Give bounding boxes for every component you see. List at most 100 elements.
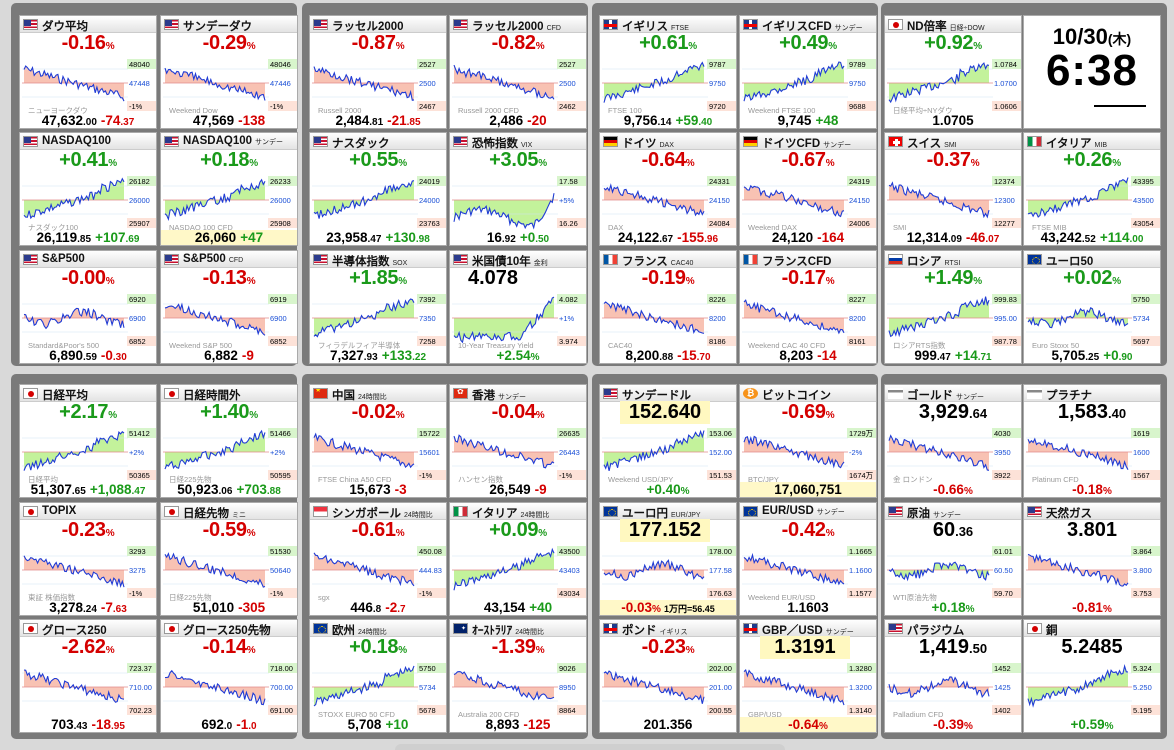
- axis-label-low: 3.974: [559, 337, 578, 346]
- tile-footer: 3,278.24 -7.63: [49, 600, 127, 615]
- axis-label-low: 8186: [709, 337, 726, 346]
- tile-copper[interactable]: 銅 5.2485 5.324 5.250 5.195 +0.59%: [1023, 619, 1161, 733]
- tile-price: 24,122: [617, 230, 660, 245]
- tile-growth250-futures[interactable]: グロース250先物 -0.14% 718.00 700.00 691.00 69…: [160, 619, 298, 733]
- tile-watermark: Palladium CFD: [893, 710, 944, 719]
- tile-change: -0.30: [100, 348, 127, 363]
- tile-percent-change: +2.17%: [59, 401, 117, 423]
- tile-nikkei-offhours[interactable]: 日経時間外 +1.40% 日経225先物 51466 +2% 50595 50,…: [160, 384, 298, 498]
- tile-crude-oil[interactable]: 原油 サンデー 60.36 WTI原油先物 61.01 60.50 59.70 +…: [884, 502, 1022, 616]
- tile-watermark: Platinum CFD: [1032, 475, 1079, 484]
- tile-header: 半導体指数 SOX: [310, 251, 446, 268]
- tile-euro50[interactable]: ユーロ50 +0.02% Euro Stoxx 50 5750 5734 569…: [1023, 250, 1161, 364]
- axis-label-mid: 24150: [709, 196, 730, 205]
- tile-sparkline: FTSE MIB 43395 43500 43054: [1026, 176, 1160, 232]
- tile-bitcoin[interactable]: ビットコイン -0.69% BTC/JPY 1729万 -2% 1674万 17…: [739, 384, 877, 498]
- tile-percent-change: +1.85%: [349, 267, 407, 289]
- tile-singapore[interactable]: シンガポール 24時間比 -0.61% sgx 450.08 444.83 -1%…: [309, 502, 447, 616]
- tile-natural-gas[interactable]: 天然ガス 3.801 3.864 3.800 3.753 -0.81%: [1023, 502, 1161, 616]
- tile-sparkline: Weekend DAX 24319 24150 24006: [742, 176, 876, 232]
- axis-label-low: 1.3140: [849, 706, 872, 715]
- tile-italy-mib[interactable]: イタリア MIB +0.26% FTSE MIB 43395 43500 4305…: [1023, 132, 1161, 246]
- tile-italy-24h[interactable]: イタリア 24時間比 +0.09% 43500 43403 43034 43,15…: [449, 502, 587, 616]
- tile-sunday-dow[interactable]: サンデーダウ -0.29% Weekend Dow 48046 47446 -1…: [160, 15, 298, 129]
- tile-sparkline: 金 ロンドン 4030 3950 3922: [887, 428, 1021, 484]
- tile-header: サンデーダウ: [161, 16, 297, 33]
- tile-footer: 26,549 -9: [450, 482, 586, 497]
- tile-usdjpy-sunday[interactable]: サンデードル 152.640 Weekend USD/JPY 153.06 15…: [599, 384, 737, 498]
- flag-icon: [164, 19, 179, 30]
- tile-vix[interactable]: 恐怖指数 VIX +3.05% 17.58 +5% 16.26 16.92 +0.5…: [449, 132, 587, 246]
- tile-eurjpy[interactable]: ユーロ円 EUR/JPY 177.152 178.00 177.58 176.63…: [599, 502, 737, 616]
- tile-nasdaq100-sunday[interactable]: NASDAQ100 サンデー +0.18% NASDAQ 100 CFD 2623…: [160, 132, 298, 246]
- tile-sparkline: 日経225先物 51530 50640 -1%: [163, 546, 297, 602]
- tile-sparkline: ナスダック100 26182 26000 25907: [22, 176, 156, 232]
- tile-russell2000[interactable]: ラッセル2000 -0.87% Russell 2000 2527 2500 2…: [309, 15, 447, 129]
- axis-label-high: 1.0784: [994, 60, 1017, 69]
- axis-label-mid: 24150: [849, 196, 870, 205]
- tile-germany-dax[interactable]: ドイツ DAX -0.64% DAX 24331 24150 24084 24,1…: [599, 132, 737, 246]
- tile-france-cfd[interactable]: フランスCFD -0.17% Weekend CAC 40 CFD 8227 8…: [739, 250, 877, 364]
- tile-footer: 2,486 -20: [450, 113, 586, 128]
- tile-percent-change: -0.82%: [491, 32, 545, 54]
- tile-price: 15,673: [349, 482, 391, 497]
- tile-eurusd[interactable]: EUR/USD サンデー -0.42% Weekend EUR/USD 1.166…: [739, 502, 877, 616]
- tile-uk-ftse[interactable]: イギリス FTSE +0.61% FTSE 100 9787 9750 9720 …: [599, 15, 737, 129]
- tile-header: 欧州 24時間比: [310, 620, 446, 637]
- tile-watermark: Australia 200 CFD: [458, 710, 520, 719]
- axis-label-mid: 26443: [559, 448, 580, 457]
- tile-dow[interactable]: ダウ平均 -0.16% ニューヨークダウ 48040 47448 -1% 47,…: [19, 15, 157, 129]
- tile-nasdaq[interactable]: ナスダック +0.55% 24019 24000 23763 23,958.47…: [309, 132, 447, 246]
- axis-label-high: 1.3280: [849, 664, 872, 673]
- tile-sp500-cfd[interactable]: S&P500 CFD -0.13% Weekend S&P 500 6919 69…: [160, 250, 298, 364]
- tile-price: 43,242: [1040, 230, 1082, 245]
- tile-name: 日経時間外: [183, 390, 241, 402]
- axis-label-low: 23763: [419, 219, 440, 228]
- tile-growth250[interactable]: グロース250 -2.62% 723.37 710.00 702.23 703.…: [19, 619, 157, 733]
- tile-watermark: ナスダック100: [28, 222, 78, 232]
- axis-label-mid: 43500: [1133, 196, 1154, 205]
- tile-footer: -0.03% 1万円=56.45: [600, 600, 736, 615]
- tile-sox[interactable]: 半導体指数 SOX +1.85% フィラデルフィア半導体 7392 7350 72…: [309, 250, 447, 364]
- tile-us10y[interactable]: 米国債10年 金利 4.078 10-Year Treasury Yield 4.…: [449, 250, 587, 364]
- tile-watermark: Weekend S&P 500: [169, 341, 232, 350]
- tile-percent-change: -0.59%: [202, 519, 256, 541]
- tile-palladium[interactable]: パラジウム 1,419.50 Palladium CFD 1452 1425 1…: [884, 619, 1022, 733]
- tile-footer: +0.59%: [1070, 717, 1114, 732]
- bottom-scrollbar[interactable]: [395, 744, 785, 750]
- tile-gold[interactable]: ゴールド サンデー 3,929.64 金 ロンドン 4030 3950 3922 …: [884, 384, 1022, 498]
- tile-sparkline: Weekend S&P 500 6919 6900 6852: [163, 294, 297, 350]
- axis-label-low: 5.195: [1133, 706, 1152, 715]
- tile-sp500[interactable]: S&P500 -0.00% Standard&Poor's 500 6920 6…: [19, 250, 157, 364]
- tile-russia-rtsi[interactable]: ロシア RTSI +1.49% ロシアRTS指数 999.83 995.00 98…: [884, 250, 1022, 364]
- tile-nikkei-futures[interactable]: 日経先物 ミニ -0.59% 日経225先物 51530 50640 -1% 51…: [160, 502, 298, 616]
- tile-header: イギリスCFD サンデー: [740, 16, 876, 33]
- tile-nikkei[interactable]: 日経平均 +2.17% 日経平均 51412 +2% 50365 51,307.…: [19, 384, 157, 498]
- tile-gbpusd[interactable]: GBP／USD サンデー 1.3191 GBP/USD 1.3280 1.3200…: [739, 619, 877, 733]
- tile-header: EUR/USD サンデー: [740, 503, 876, 520]
- tile-nasdaq100[interactable]: NASDAQ100 +0.41% ナスダック100 26182 26000 25…: [19, 132, 157, 246]
- tile-gbpjpy[interactable]: ポンド イギリス -0.23% 202.00 201.00 200.55 201.…: [599, 619, 737, 733]
- tile-platinum[interactable]: プラチナ 1,583.40 Platinum CFD 1619 1600 156…: [1023, 384, 1161, 498]
- tile-russell2000-cfd[interactable]: ラッセル2000 CFD -0.82% Russell 2000 CFD 2527…: [449, 15, 587, 129]
- axis-label-low: 200.55: [709, 706, 732, 715]
- tile-header: グロース250: [20, 620, 156, 637]
- tile-europe[interactable]: 欧州 24時間比 +0.18% STOXX EURO 50 CFD 5750 57…: [309, 619, 447, 733]
- tile-france-cac40[interactable]: フランス CAC40 -0.19% CAC40 8226 8200 8186 8,…: [599, 250, 737, 364]
- tile-uk-cfd[interactable]: イギリスCFD サンデー +0.49% Weekend FTSE 100 9789…: [739, 15, 877, 129]
- axis-label-mid: 9750: [849, 79, 866, 88]
- tile-sparkline: sgx 450.08 444.83 -1%: [312, 546, 446, 602]
- tile-nd-ratio[interactable]: ND倍率 日経÷DOW +0.92% 日経平均÷NYダウ 1.0784 1.070…: [884, 15, 1022, 129]
- tile-price: 16: [486, 230, 502, 245]
- tile-header: 天然ガス: [1024, 503, 1160, 520]
- tile-watermark: ハンセン指数: [458, 474, 503, 484]
- tile-swiss-smi[interactable]: スイス SMI -0.37% SMI 12374 12300 12277 12,3…: [884, 132, 1022, 246]
- tile-germany-cfd[interactable]: ドイツCFD サンデー -0.67% Weekend DAX 24319 2415…: [739, 132, 877, 246]
- tile-topix[interactable]: TOPIX -0.23% 東証 株価指数 3293 3275 -1% 3,278…: [19, 502, 157, 616]
- tile-sparkline: 10-Year Treasury Yield 4.082 +1% 3.974: [452, 294, 586, 350]
- axis-label-high: 723.37: [129, 664, 152, 673]
